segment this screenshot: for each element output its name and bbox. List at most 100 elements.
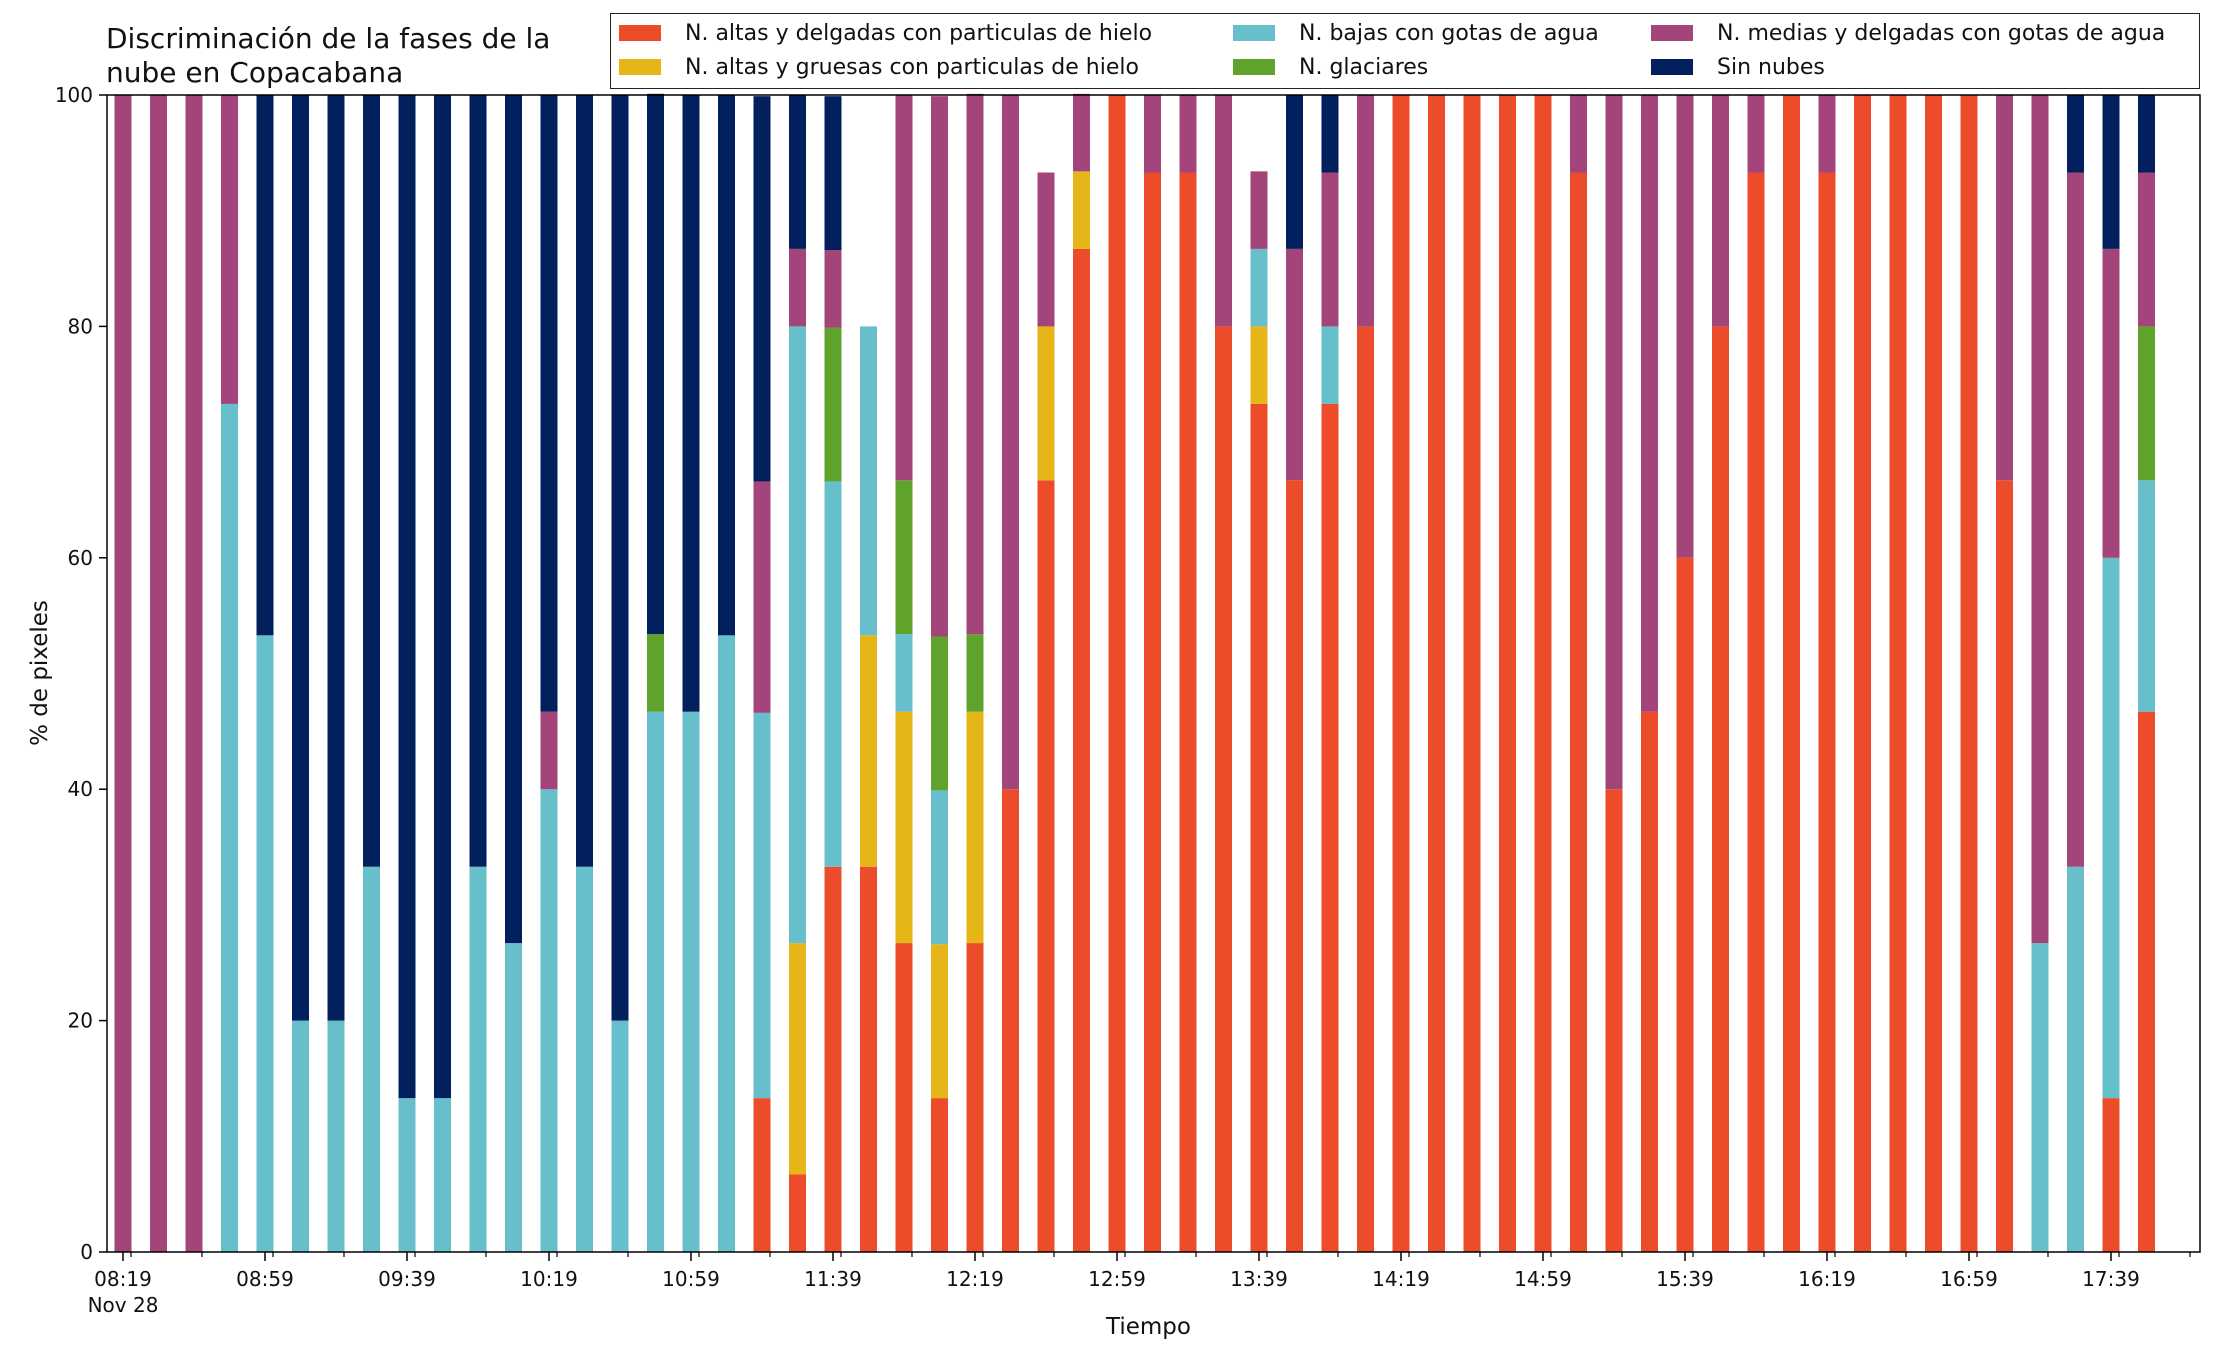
bar-segment-2-9 [434,1098,451,1252]
bar-segment-2-56 [2102,557,2120,1099]
bar-segment-4-46 [1747,95,1765,173]
legend-item: N. glaciares [1233,52,1428,82]
bar-segment-5-11 [505,95,522,944]
bar-segment-5-20 [824,96,842,251]
bar-segment-0-53 [1996,480,2013,1252]
bar-segment-0-47 [1783,95,1800,1252]
bar-segment-2-4 [256,635,274,1252]
bar-segment-1-21 [860,635,877,867]
legend-label: N. glaciares [1299,54,1429,80]
bar-segment-4-57 [2138,172,2155,327]
bar-segment-4-33 [1286,248,1303,481]
bar-segment-0-39 [1499,95,1516,1252]
bar-segment-4-56 [2102,248,2120,558]
x-tick-label: 16:19 [1798,1267,1856,1291]
bar-segment-0-31 [1215,326,1232,1252]
bar-segment-0-26 [1037,480,1055,1252]
bar-segment-2-18 [753,712,771,1099]
bar-segment-3-15 [647,634,664,712]
bar-segment-4-54 [2031,95,2049,944]
bar-segment-1-24 [966,711,984,944]
chart-title: Discriminación de la fases de la nube en… [106,22,551,89]
bar-segment-5-8 [398,95,416,1099]
bar-segment-5-16 [682,95,700,712]
bar-segment-4-30 [1179,95,1197,173]
bar-segment-0-23 [931,1098,948,1252]
x-tick-label: 08:19 [94,1267,152,1291]
legend-item: Sin nubes [1651,52,1825,82]
bar-segment-5-7 [363,95,380,867]
x-tick-label: 13:39 [1230,1267,1288,1291]
y-tick-label: 20 [68,1009,93,1033]
x-tick-label: 11:39 [804,1267,862,1291]
bar-segment-2-21 [860,326,877,636]
bar-segment-0-56 [2102,1098,2120,1252]
bar-segment-2-23 [931,790,948,945]
bar-segment-4-2 [185,95,203,1252]
bar-segment-2-11 [505,943,522,1252]
legend-item: N. altas y gruesas con particulas de hie… [619,52,1139,82]
bar-segment-5-57 [2138,95,2155,173]
legend-item: N. altas y delgadas con particulas de hi… [619,18,1152,48]
bar-segment-0-22 [895,943,913,1252]
bar-segment-4-12 [540,711,558,790]
bar-segment-4-44 [1676,95,1694,558]
bar-segment-4-53 [1996,95,2013,481]
bar-segment-5-12 [540,95,558,712]
bar-segment-2-57 [2138,480,2155,712]
bar-segment-5-13 [576,95,593,867]
bar-segment-3-24 [966,634,984,712]
bar-segment-0-46 [1747,172,1765,1252]
bar-segment-0-41 [1570,172,1587,1252]
legend-item: N. medias y delgadas con gotas de agua [1651,18,2165,48]
bar-segment-2-3 [221,403,238,1252]
bar-segment-4-31 [1215,95,1232,327]
bar-segment-0-28 [1108,95,1126,1252]
x-axis-title: Tiempo [1106,1314,1191,1340]
bar-segment-1-26 [1037,326,1055,481]
bar-segment-4-0 [114,95,132,1252]
legend-item: N. bajas con gotas de agua [1233,18,1599,48]
bar-segment-3-22 [895,480,913,635]
plot-frame [106,94,2201,1253]
bar-segment-0-24 [966,943,984,1252]
bar-segment-0-49 [1854,95,1871,1252]
bar-segment-4-26 [1037,172,1055,327]
bar-segment-4-24 [966,93,984,635]
legend-label: N. altas y delgadas con particulas de hi… [685,20,1153,46]
bar-segment-0-51 [1925,95,1942,1252]
bar-segment-5-55 [2067,95,2084,173]
bar-segment-5-17 [718,95,735,636]
x-tick-label: 12:19 [946,1267,1004,1291]
legend: N. altas y delgadas con particulas de hi… [610,13,2200,89]
x-tick-label: 08:59 [236,1267,294,1291]
bar-segment-4-34 [1321,172,1339,327]
bar-segment-4-42 [1605,95,1623,790]
bar-segment-4-48 [1818,95,1836,173]
bar-segment-5-6 [327,95,345,1021]
y-tick-label: 0 [80,1240,93,1264]
bar-segment-0-29 [1144,172,1161,1252]
bar-segment-0-35 [1357,326,1374,1252]
x-tick-label: 14:59 [1514,1267,1572,1291]
bar-segment-2-15 [647,711,664,1252]
bar-segment-4-41 [1570,95,1587,173]
legend-swatch [619,25,661,41]
y-tick-label: 40 [68,777,93,801]
bar-segment-0-18 [753,1098,771,1252]
bar-segment-1-22 [895,711,913,944]
bar-segment-5-19 [789,95,806,249]
bar-segment-4-43 [1641,95,1658,712]
bar-segment-0-33 [1286,480,1303,1252]
x-tick-label: 09:39 [378,1267,436,1291]
bar-segment-5-56 [2102,95,2120,249]
x-tick-label: 10:19 [520,1267,578,1291]
bar-segment-4-18 [753,481,771,713]
bar-segment-4-32 [1250,171,1268,249]
x-tick-label: 14:19 [1372,1267,1430,1291]
bar-segment-0-43 [1641,711,1658,1252]
x-tick-date-label: Nov 28 [88,1293,159,1317]
bar-segment-0-25 [1002,789,1019,1252]
bar-segment-4-3 [221,95,238,404]
legend-swatch [1651,59,1693,75]
